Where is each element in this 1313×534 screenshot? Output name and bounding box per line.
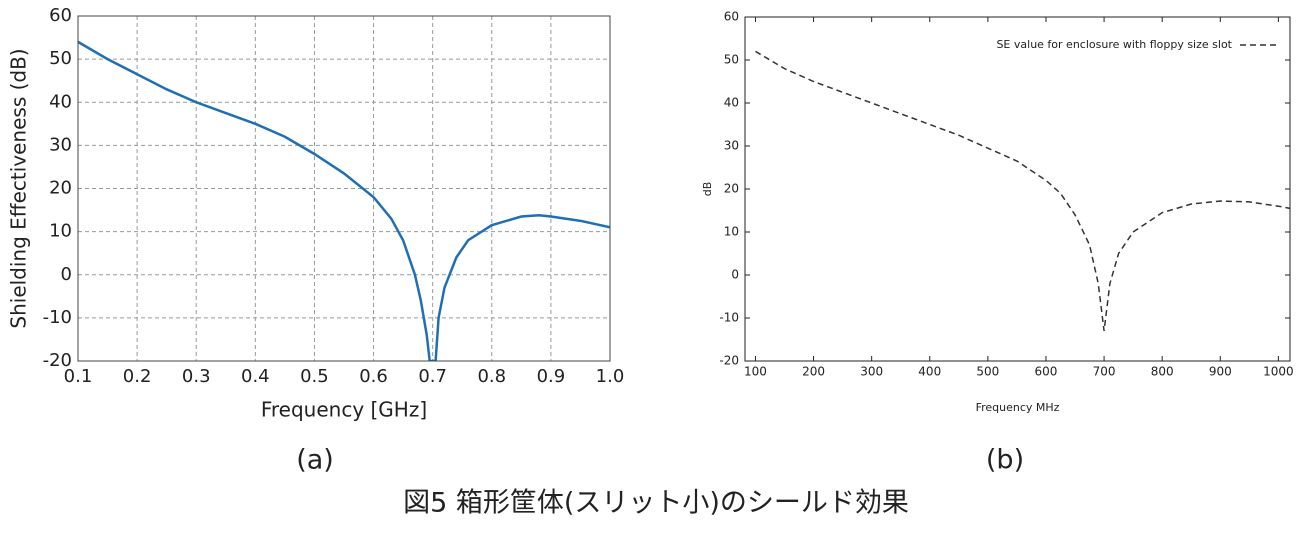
plot-frame [77, 15, 611, 362]
y-tick-label: 40 [49, 91, 72, 112]
y-tick-label: 50 [49, 48, 72, 69]
x-tick-label: 0.3 [182, 366, 211, 387]
x-tick-label: 500 [976, 364, 999, 378]
x-tick-label: 1000 [1263, 364, 1294, 378]
y-tick-label: 60 [49, 5, 72, 26]
data-line [78, 40, 610, 361]
x-axis-label: Frequency MHz [976, 401, 1060, 414]
x-tick-label: 200 [802, 364, 825, 378]
x-tick-label: 300 [860, 364, 883, 378]
y-tick-label: 40 [724, 96, 739, 110]
y-tick-label: -20 [43, 350, 72, 371]
panel-label: (b) [986, 445, 1024, 476]
x-tick-label: 0.7 [418, 366, 447, 387]
y-tick-label: 0 [61, 264, 72, 285]
y-tick-label: 30 [724, 139, 739, 153]
data-line [755, 50, 1290, 331]
x-tick-label: 400 [918, 364, 941, 378]
x-tick-label: 100 [744, 364, 767, 378]
plot-frame [744, 16, 1291, 362]
y-axis-label: dB [701, 182, 714, 197]
y-tick-label: -10 [43, 307, 72, 328]
x-tick-label: 0.1 [64, 366, 93, 387]
x-tick-label: 800 [1151, 364, 1174, 378]
x-tick-label: 0.9 [537, 366, 566, 387]
y-axis-label: Shielding Effectiveness (dB) [7, 48, 31, 328]
x-tick-label: 700 [1093, 364, 1116, 378]
x-tick-label: 0.5 [300, 366, 329, 387]
x-tick-label: 600 [1035, 364, 1058, 378]
legend-label: SE value for enclosure with floppy size … [996, 38, 1232, 51]
x-tick-label: 0.6 [359, 366, 388, 387]
x-tick-label: 0.4 [241, 366, 270, 387]
y-tick-label: -10 [719, 311, 739, 325]
x-tick-label: 900 [1209, 364, 1232, 378]
y-tick-label: 0 [731, 268, 739, 282]
y-tick-label: 10 [49, 221, 72, 242]
y-tick-label: 60 [724, 10, 739, 24]
y-tick-label: 20 [49, 178, 72, 199]
y-tick-label: 10 [724, 225, 739, 239]
x-axis-label: Frequency [GHz] [261, 398, 427, 422]
y-tick-label: 20 [724, 182, 739, 196]
x-tick-label: 0.2 [123, 366, 152, 387]
y-tick-label: 30 [49, 134, 72, 155]
y-tick-label: 50 [724, 53, 739, 67]
x-tick-label: 1.0 [596, 366, 625, 387]
y-tick-label: -20 [719, 354, 739, 368]
x-tick-label: 0.8 [477, 366, 506, 387]
panel-label: (a) [296, 445, 334, 476]
caption: 図5 箱形筐体(スリット小)のシールド効果 [403, 488, 909, 519]
